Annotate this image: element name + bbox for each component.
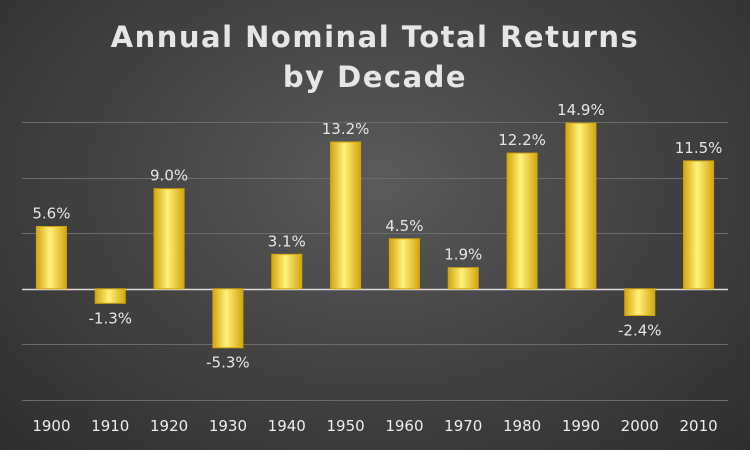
data-label-1960: 4.5% (385, 217, 423, 235)
x-tick-label: 1970 (444, 417, 482, 435)
gridlines (22, 122, 728, 401)
data-label-1930: -5.3% (206, 354, 250, 372)
data-label-1910: -1.3% (88, 309, 132, 327)
x-tick-label: 2000 (621, 417, 659, 435)
x-tick-label: 1980 (503, 417, 541, 435)
bar-1950 (330, 141, 362, 290)
bar-1970 (447, 267, 479, 290)
x-tick-label: 1950 (326, 417, 364, 435)
data-label-1940: 3.1% (268, 232, 306, 250)
data-label-1950: 13.2% (322, 120, 370, 138)
x-tick-label: 1990 (562, 417, 600, 435)
x-tick-label: 1920 (150, 417, 188, 435)
x-tick-label: 1910 (91, 417, 129, 435)
bar-1910 (94, 288, 126, 304)
x-tick-label: 1940 (268, 417, 306, 435)
bar-1900 (35, 226, 67, 290)
chart-subtitle: by Decade (282, 60, 468, 94)
x-axis-ticks: 1900 1910 1920 1930 1940 1950 1960 1970 1980 1990… (32, 417, 717, 435)
data-label-1980: 12.2% (498, 131, 546, 149)
bars (35, 122, 715, 349)
bar-2000 (624, 288, 656, 316)
data-label-1990: 14.9% (557, 101, 605, 119)
x-tick-label: 1900 (32, 417, 70, 435)
bar-1940 (271, 253, 303, 290)
data-labels: 5.6% -1.3% 9.0% -5.3% 3.1% 13.2% 4.5% 1.9% 12.2%… (32, 101, 722, 372)
bar-1930 (212, 288, 244, 349)
bar-1990 (565, 122, 597, 290)
data-label-1900: 5.6% (32, 205, 70, 223)
x-tick-label: 1930 (209, 417, 247, 435)
bar-2010 (683, 160, 715, 290)
x-tick-label: 1960 (385, 417, 423, 435)
data-label-2010: 11.5% (675, 139, 723, 157)
bar-1920 (153, 188, 185, 290)
data-label-1920: 9.0% (150, 167, 188, 185)
bar-1960 (388, 238, 420, 290)
data-label-1970: 1.9% (444, 246, 482, 264)
data-label-2000: -2.4% (618, 321, 662, 339)
bar-1980 (506, 152, 538, 290)
x-tick-label: 2010 (679, 417, 717, 435)
chart-title: Annual Nominal Total Returns (110, 20, 640, 54)
